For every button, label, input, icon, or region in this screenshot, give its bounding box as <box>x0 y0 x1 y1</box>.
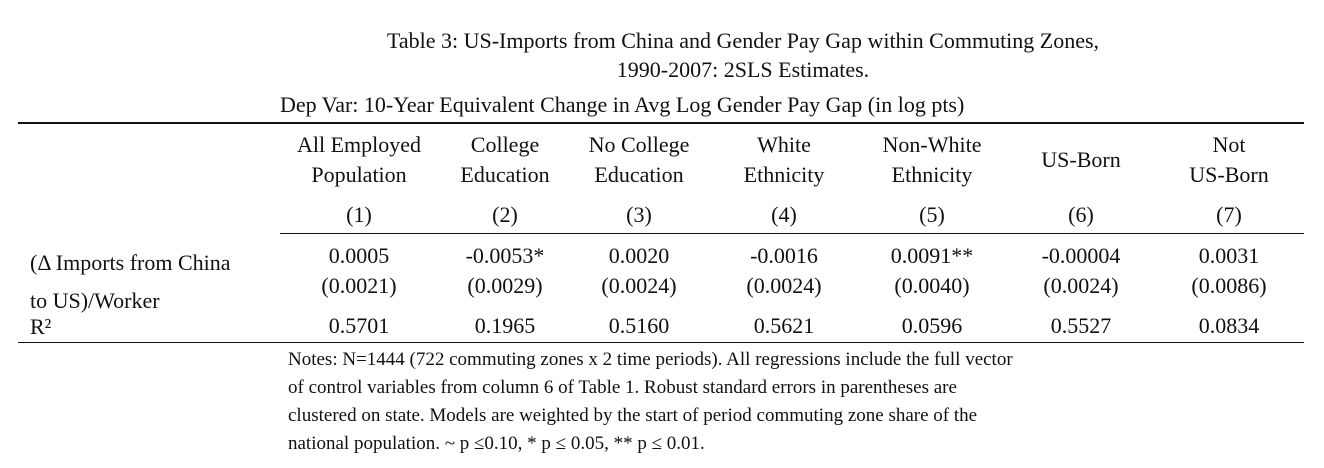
std-error-cell: (0.0024) <box>746 273 822 298</box>
header-rule <box>280 233 1304 234</box>
column-header: US-Born <box>1041 147 1121 172</box>
column-header-line-2: Ethnicity <box>891 162 973 187</box>
column-header-line-2: US-Born <box>1189 162 1269 187</box>
r2-cell: 0.0596 <box>901 313 963 338</box>
column-header-line-2: Education <box>460 162 550 187</box>
column-number: (1) <box>346 202 372 227</box>
notes-line: Notes: N=1444 (722 commuting zones x 2 t… <box>288 349 1013 370</box>
r2-cell: 0.5160 <box>608 313 670 338</box>
dependent-variable-label: Dep Var: 10-Year Equivalent Change in Av… <box>280 92 965 117</box>
column-number: (7) <box>1216 202 1242 227</box>
column-header-line-2: Ethnicity <box>743 162 825 187</box>
table-title: Table 3: US-Imports from China and Gende… <box>0 26 1324 84</box>
r2-cell: 0.5621 <box>753 313 815 338</box>
coefficient-cell: 0.0091** <box>890 243 974 268</box>
r2-cell: 0.0834 <box>1198 313 1260 338</box>
column-number: (3) <box>626 202 652 227</box>
column-header-line-1: White <box>757 132 811 157</box>
coefficient-cell: 0.0020 <box>608 243 670 268</box>
table-notes: Notes: N=1444 (722 commuting zones x 2 t… <box>288 346 1168 458</box>
coefficient-cell: -0.0016 <box>750 243 818 268</box>
notes-line: national population. ~ p ≤0.10, * p ≤ 0.… <box>288 433 705 454</box>
title-line-2: 1990-2007: 2SLS Estimates. <box>616 57 870 82</box>
notes-line: clustered on state. Models are weighted … <box>288 405 978 426</box>
row-label-imports: (Δ Imports from China to US)/Worker <box>30 244 231 320</box>
std-error-cell: (0.0040) <box>894 273 970 298</box>
top-rule <box>18 122 1304 124</box>
std-error-cell: (0.0029) <box>467 273 543 298</box>
r2-cell: 0.5701 <box>328 313 390 338</box>
column-header-line-1: Not <box>1212 132 1246 157</box>
column-header-line-2: Education <box>594 162 684 187</box>
row-label-r2: R² <box>30 314 52 339</box>
std-error-cell: (0.0024) <box>601 273 677 298</box>
r2-cell: 0.1965 <box>474 313 536 338</box>
row-label-imports-line-2: to US)/Worker <box>30 288 160 313</box>
column-header-line-1: College <box>470 132 540 157</box>
coefficient-cell: 0.0005 <box>328 243 390 268</box>
column-header-line-1: No College <box>588 132 690 157</box>
notes-line: of control variables from column 6 of Ta… <box>288 377 957 398</box>
std-error-cell: (0.0021) <box>321 273 397 298</box>
column-number: (6) <box>1068 202 1094 227</box>
column-number: (5) <box>919 202 945 227</box>
column-header-line-1: Non-White <box>882 132 982 157</box>
coefficient-cell: -0.0053* <box>465 243 545 268</box>
row-label-imports-line-1: (Δ Imports from China <box>30 250 231 275</box>
r2-cell: 0.5527 <box>1050 313 1112 338</box>
coefficient-cell: -0.00004 <box>1041 243 1121 268</box>
bottom-rule <box>18 342 1304 343</box>
title-line-1: Table 3: US-Imports from China and Gende… <box>386 28 1100 53</box>
coefficient-cell: 0.0031 <box>1198 243 1260 268</box>
column-header-line-2: Population <box>311 162 407 187</box>
std-error-cell: (0.0024) <box>1043 273 1119 298</box>
std-error-cell: (0.0086) <box>1191 273 1267 298</box>
column-number: (2) <box>492 202 518 227</box>
column-number: (4) <box>771 202 797 227</box>
column-header-line-1: All Employed <box>296 132 422 157</box>
